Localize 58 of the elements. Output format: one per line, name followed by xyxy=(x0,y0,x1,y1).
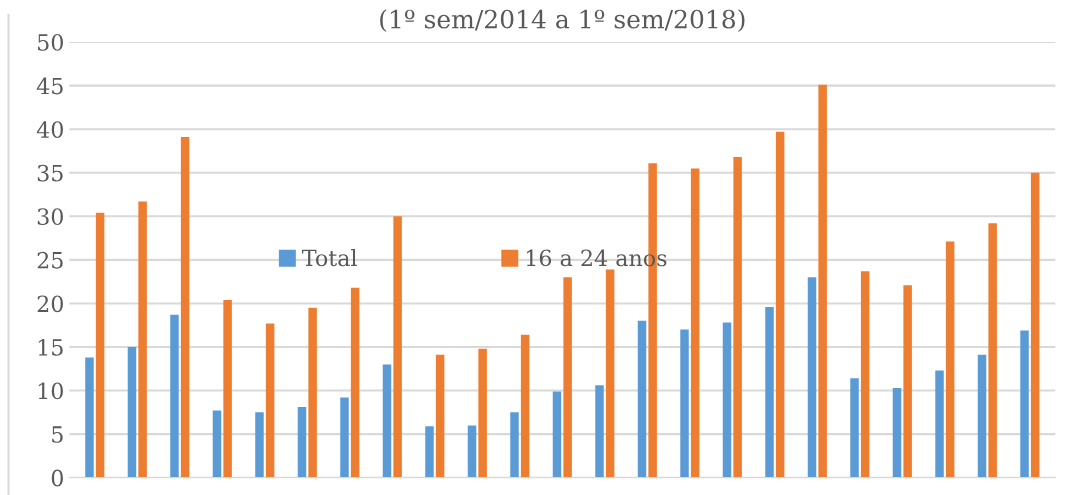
y-tick-label: 20 xyxy=(37,295,63,313)
bar xyxy=(308,307,317,478)
y-tick-label: 30 xyxy=(37,208,63,226)
bar xyxy=(1020,330,1029,478)
bar xyxy=(478,348,487,478)
bar xyxy=(340,397,349,478)
bar xyxy=(860,271,870,478)
bar xyxy=(552,391,562,478)
y-tick-label: 15 xyxy=(38,338,63,356)
y-tick-label: 5 xyxy=(52,426,63,443)
bar xyxy=(350,287,360,478)
y-tick-label: 35 xyxy=(37,164,63,182)
bar xyxy=(903,285,912,478)
bar xyxy=(212,410,222,478)
bar xyxy=(170,314,179,478)
bar xyxy=(393,216,402,478)
bar xyxy=(180,137,190,478)
bar xyxy=(138,201,147,478)
bar xyxy=(265,323,275,478)
bar xyxy=(945,241,955,478)
bar xyxy=(595,385,604,478)
bar xyxy=(1030,172,1040,478)
bar xyxy=(425,426,434,478)
bar xyxy=(95,212,105,478)
legend-label: Total xyxy=(302,249,357,267)
chart-title: (1º sem/2014 a 1º sem/2018) xyxy=(380,9,745,33)
bar xyxy=(775,131,785,478)
bar xyxy=(223,299,232,478)
bar xyxy=(255,412,264,478)
bar xyxy=(605,269,615,478)
bar xyxy=(722,322,732,478)
y-tick-label: 50 xyxy=(38,34,63,51)
y-tick-label: 40 xyxy=(36,121,63,138)
y-tick-label: 45 xyxy=(36,77,63,95)
bar xyxy=(510,412,519,478)
bar xyxy=(765,306,774,478)
y-tick-label: 25 xyxy=(37,251,63,269)
bar xyxy=(520,334,530,478)
bar xyxy=(435,354,445,478)
bar xyxy=(892,387,902,478)
bar xyxy=(807,277,817,478)
bar xyxy=(935,370,944,478)
bar xyxy=(85,357,94,478)
bar xyxy=(850,378,859,478)
bar xyxy=(637,320,647,478)
bar xyxy=(297,407,307,478)
bar xyxy=(818,84,827,478)
bar xyxy=(467,425,477,478)
bar xyxy=(733,157,742,478)
bar xyxy=(988,223,997,478)
bar xyxy=(977,354,987,478)
bar xyxy=(680,329,689,478)
bar xyxy=(382,364,392,478)
bar xyxy=(127,347,137,478)
y-tick-label: 0 xyxy=(51,469,63,487)
bar xyxy=(563,277,572,478)
y-tick-label: 10 xyxy=(38,382,63,400)
bar xyxy=(690,168,700,478)
